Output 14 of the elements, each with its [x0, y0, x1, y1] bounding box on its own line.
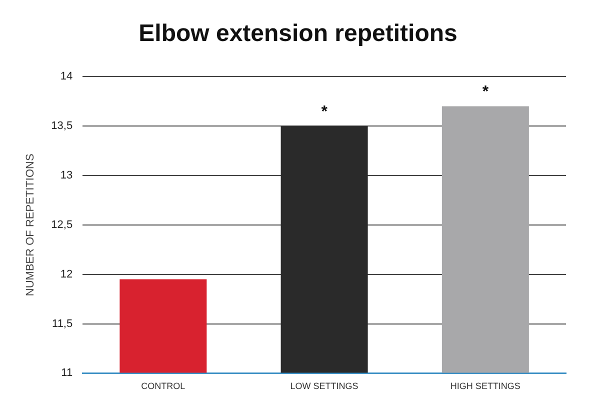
y-tick-label: 14 — [60, 70, 73, 83]
annotation: * — [482, 84, 490, 101]
annotation: * — [321, 103, 328, 120]
y-tick-label: 11,5 — [52, 318, 73, 330]
y-tick-label: 12,5 — [51, 218, 73, 231]
x-tick-label: CONTROL — [141, 381, 186, 392]
chart-title: Elbow extension repetitions — [138, 20, 458, 48]
x-tick-label: LOW SETTINGS — [290, 381, 358, 392]
y-axis-title: NUMBER OF REPETITIONS — [24, 154, 37, 296]
y-tick-label: 12 — [60, 268, 73, 280]
y-tick-label: 13 — [60, 170, 73, 182]
x-tick-label: HIGH SETTINGS — [450, 381, 520, 392]
y-tick-label: 13,5 — [51, 120, 73, 132]
y-tick-label: 11 — [61, 367, 73, 380]
